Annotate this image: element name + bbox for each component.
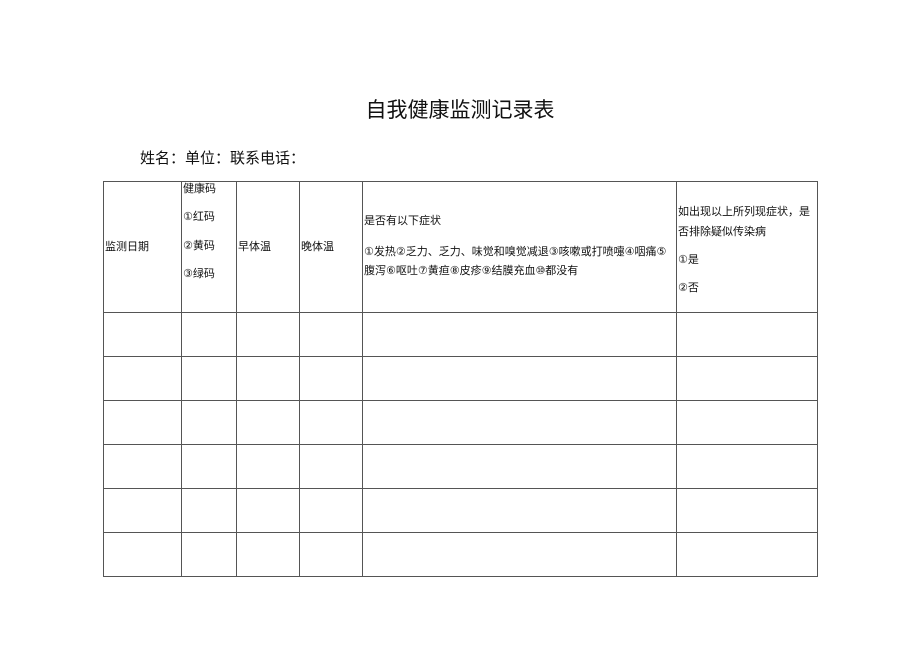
exclude-yes: ①是	[678, 252, 699, 266]
table-cell[interactable]	[362, 312, 677, 357]
table-cell[interactable]	[676, 488, 818, 533]
health-code-green: ③绿码	[183, 266, 215, 280]
table-row	[103, 312, 818, 357]
table-cell[interactable]	[236, 488, 300, 533]
header-date: 监测日期	[103, 181, 182, 313]
personal-info-line: 姓名：单位：联系电话：	[140, 149, 306, 167]
health-code-red: ①红码	[183, 210, 215, 224]
table-row	[103, 444, 818, 489]
table-cell[interactable]	[362, 532, 677, 577]
page-title: 自我健康监测记录表	[365, 98, 555, 122]
header-exclude: 如出现以上所列现症状，是否排除疑似传染病 ①是 ②否	[676, 181, 818, 313]
table-cell[interactable]	[676, 532, 818, 577]
table-cell[interactable]	[181, 532, 237, 577]
header-row: 监测日期 健康码 ①红码 ②黄码 ③绿码 早体温 晚体温 是否有以下症状 ①发热…	[103, 181, 818, 313]
table-cell[interactable]	[299, 356, 363, 401]
table-cell[interactable]	[103, 400, 182, 445]
table-cell[interactable]	[676, 356, 818, 401]
table-cell[interactable]	[362, 444, 677, 489]
table-cell[interactable]	[181, 488, 237, 533]
table-cell[interactable]	[181, 356, 237, 401]
exclude-no: ②否	[678, 281, 699, 295]
table-cell[interactable]	[103, 312, 182, 357]
table-cell[interactable]	[676, 312, 818, 357]
table-cell[interactable]	[676, 400, 818, 445]
table-cell[interactable]	[299, 488, 363, 533]
table-cell[interactable]	[103, 444, 182, 489]
table-cell[interactable]	[299, 532, 363, 577]
table-cell[interactable]	[676, 444, 818, 489]
table-cell[interactable]	[236, 312, 300, 357]
table-cell[interactable]	[299, 444, 363, 489]
table-cell[interactable]	[299, 312, 363, 357]
health-code-title: 健康码	[183, 182, 216, 195]
header-symptoms: 是否有以下症状 ①发热②乏力、乏力、味觉和嗅觉减退③咳嗽或打喷嚏④咽痛⑤腹泻⑥呕…	[362, 181, 677, 313]
table-cell[interactable]	[236, 444, 300, 489]
table-cell[interactable]	[299, 400, 363, 445]
symptoms-title: 是否有以下症状	[364, 213, 441, 227]
table-cell[interactable]	[362, 488, 677, 533]
table-row	[103, 532, 818, 577]
table-cell[interactable]	[362, 356, 677, 401]
table-cell[interactable]	[181, 444, 237, 489]
table-row	[103, 400, 818, 445]
table-cell[interactable]	[362, 400, 677, 445]
table-cell[interactable]	[236, 400, 300, 445]
symptoms-list: ①发热②乏力、乏力、味觉和嗅觉减退③咳嗽或打喷嚏④咽痛⑤腹泻⑥呕吐⑦黄疸⑧皮疹⑨…	[364, 244, 667, 278]
header-evening-temp: 晚体温	[299, 181, 363, 313]
header-morning-temp: 早体温	[236, 181, 300, 313]
exclude-title: 如出现以上所列现症状，是否排除疑似传染病	[678, 205, 810, 238]
table-cell[interactable]	[181, 312, 237, 357]
table-cell[interactable]	[236, 532, 300, 577]
table-cell[interactable]	[103, 356, 182, 401]
table-cell[interactable]	[181, 400, 237, 445]
table-cell[interactable]	[103, 532, 182, 577]
health-code-yellow: ②黄码	[183, 238, 215, 252]
health-record-table: 监测日期 健康码 ①红码 ②黄码 ③绿码 早体温 晚体温 是否有以下症状 ①发热…	[103, 181, 818, 577]
header-health-code: 健康码 ①红码 ②黄码 ③绿码	[181, 181, 237, 313]
table-cell[interactable]	[236, 356, 300, 401]
table-cell[interactable]	[103, 488, 182, 533]
table-row	[103, 488, 818, 533]
table-row	[103, 356, 818, 401]
